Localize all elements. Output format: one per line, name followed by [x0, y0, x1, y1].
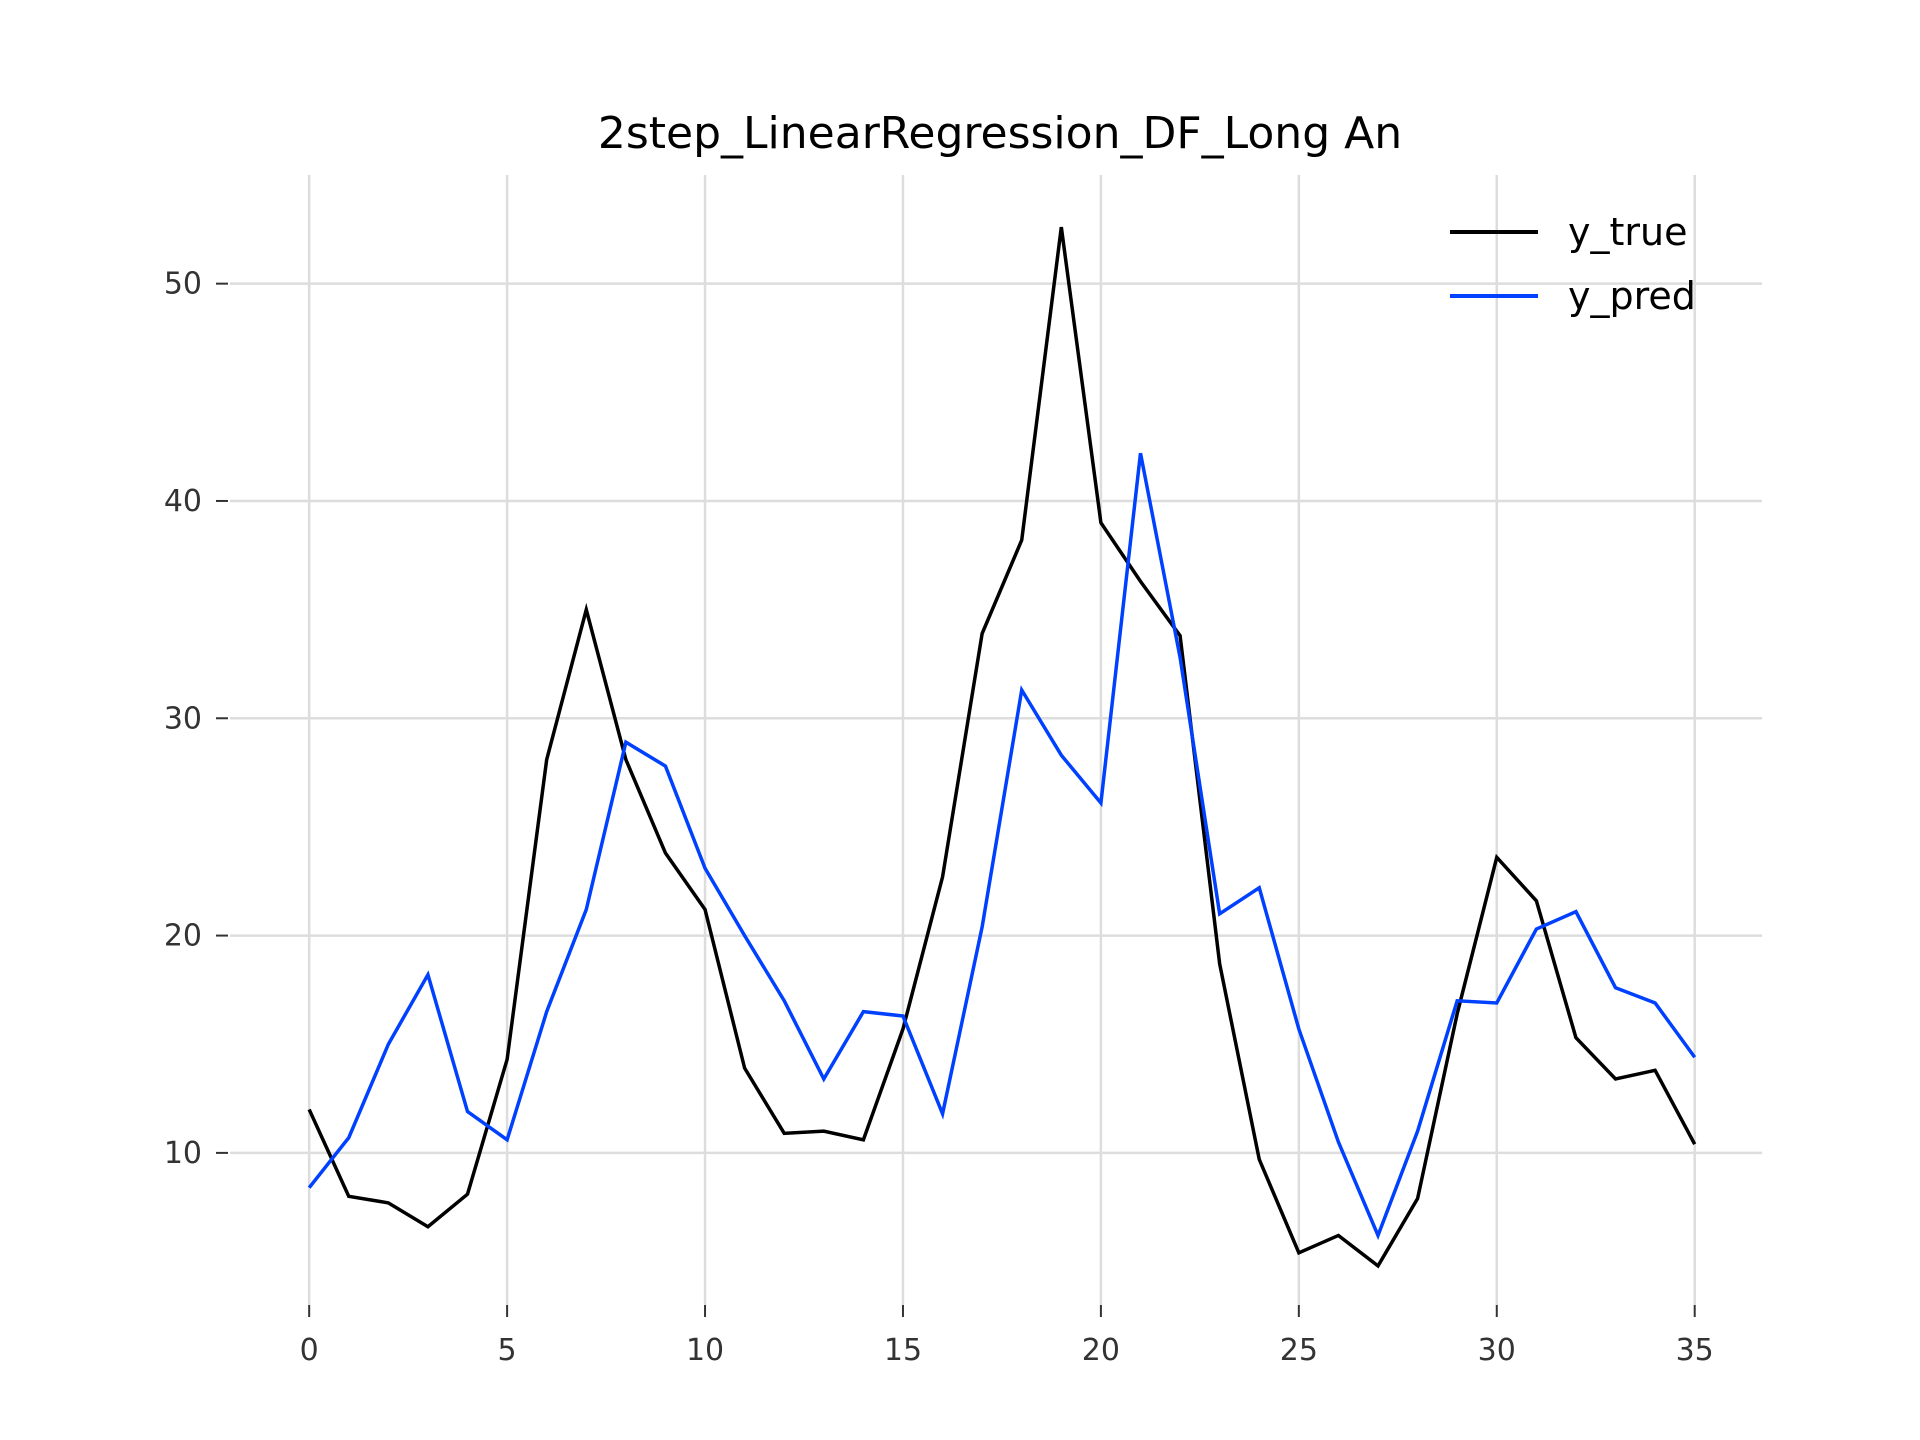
- y-tick-label: 40: [164, 484, 202, 519]
- x-tick-label: 15: [884, 1333, 922, 1368]
- x-tick-label: 25: [1280, 1333, 1318, 1368]
- y-tick-label: 50: [164, 267, 202, 302]
- x-tick-label: 20: [1082, 1333, 1120, 1368]
- legend: y_true y_pred: [1450, 210, 1696, 318]
- series-line-y-true: [307, 226, 1697, 1269]
- x-tick-label: 5: [498, 1333, 517, 1368]
- y-tick-label: 10: [164, 1136, 202, 1171]
- chart-title: 2step_LinearRegression_DF_Long An: [598, 108, 1402, 159]
- y-tick-label: 30: [164, 701, 202, 736]
- legend-label-y-pred: y_pred: [1568, 274, 1696, 318]
- x-tick-label: 0: [300, 1333, 319, 1368]
- legend-label-y-true: y_true: [1568, 210, 1687, 254]
- x-tick-label: 30: [1478, 1333, 1516, 1368]
- x-tick-label: 35: [1676, 1333, 1714, 1368]
- series-line-y-pred: [307, 452, 1697, 1241]
- x-tick-label: 10: [686, 1333, 724, 1368]
- axes: 0 5 10 15 20 25 30 35 10 20 30 40 50: [164, 267, 1714, 1368]
- series-lines: [307, 226, 1697, 1269]
- grid: [230, 175, 1762, 1305]
- y-tick-label: 20: [164, 919, 202, 954]
